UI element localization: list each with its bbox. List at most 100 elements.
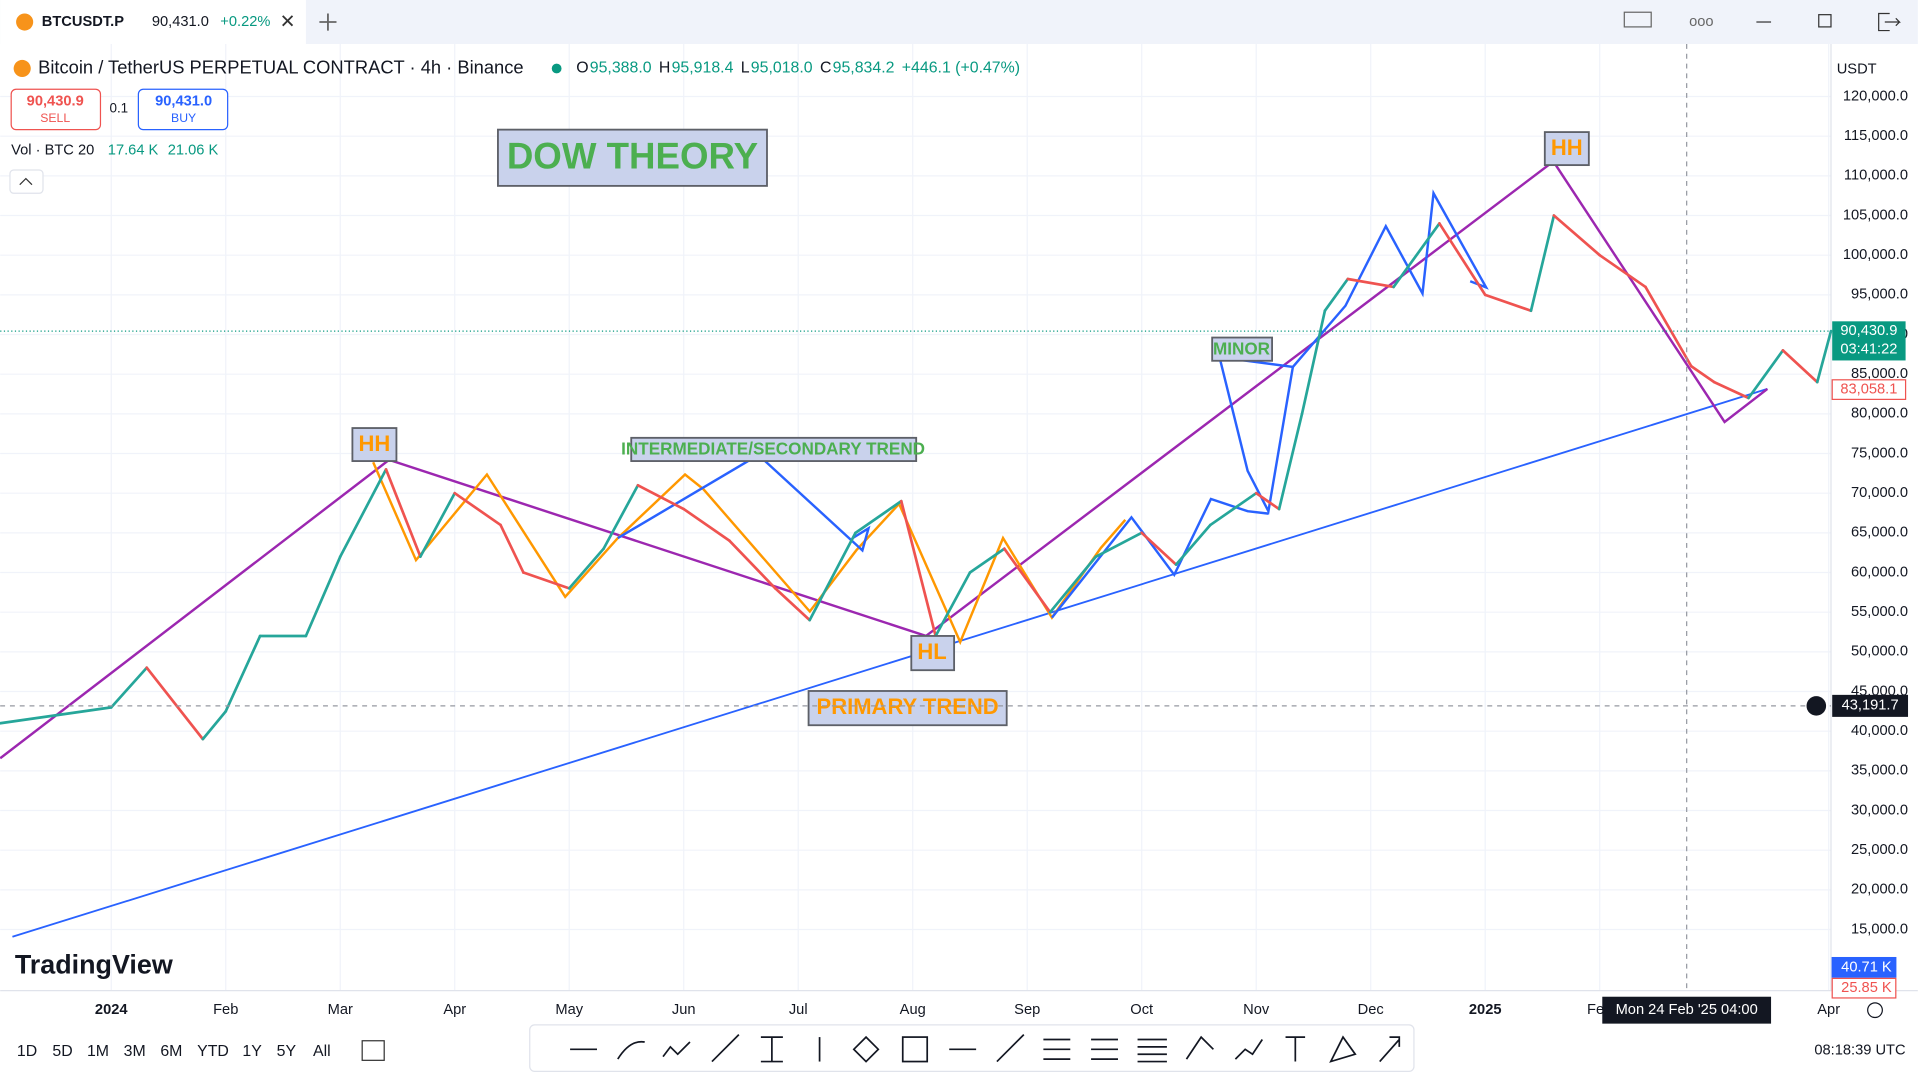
- last-price-label: 90,430.9: [1840, 323, 1897, 339]
- y-tick-label: 85,000.0: [1851, 366, 1908, 382]
- crosshair-time-label: Mon 24 Feb '25 04:00: [1616, 1002, 1758, 1018]
- x-tick-label: Jul: [789, 1002, 808, 1018]
- y-tick-label: 120,000.0: [1843, 88, 1908, 104]
- crosshair-price-badge: [1832, 694, 1909, 717]
- price-segment: [453, 491, 502, 527]
- ohlc: O 95,388.0 H 95,918.4 L 95,018.0 C 95,834.2: [576, 60, 894, 77]
- tool[interactable]: [760, 1036, 783, 1063]
- timeframe-button[interactable]: 3M: [124, 1043, 146, 1060]
- ohlc-value: 95,834.2: [833, 60, 895, 77]
- price-segment: [384, 468, 422, 559]
- timeframe-button[interactable]: 1D: [17, 1043, 37, 1060]
- y-tick-label: 65,000.0: [1851, 525, 1908, 541]
- settings-button[interactable]: [1867, 1002, 1883, 1019]
- price-segment: [499, 523, 525, 574]
- price-segment: [567, 547, 605, 590]
- timeframe-button[interactable]: 6M: [160, 1043, 182, 1060]
- more-button[interactable]: ooo: [1689, 14, 1713, 30]
- x-tick-label: Sep: [1014, 1002, 1040, 1018]
- x-tick-label: Jun: [672, 1002, 696, 1018]
- y-tick-label: 95,000.0: [1851, 287, 1908, 303]
- x-tick-label: Apr: [443, 1002, 466, 1018]
- intermediate-box: [630, 436, 918, 462]
- tool[interactable]: [1285, 1036, 1306, 1062]
- maximize-button[interactable]: [1818, 14, 1832, 28]
- tool[interactable]: [1234, 1039, 1264, 1060]
- price-segment: [522, 571, 571, 590]
- volume-legend: Vol · BTC 20: [11, 142, 94, 158]
- primary-trendline: [12, 388, 1768, 938]
- y-tick-label: 25,000.0: [1851, 842, 1908, 858]
- collapse-button[interactable]: [9, 169, 44, 194]
- layout-button[interactable]: [1623, 11, 1652, 28]
- timeframe-button[interactable]: 5D: [52, 1043, 72, 1060]
- upper-swings: [1291, 189, 1489, 368]
- price-segment: [145, 666, 205, 741]
- new-tab[interactable]: [319, 13, 337, 31]
- y-tick-label: 15,000.0: [1851, 921, 1908, 937]
- price-segment: [728, 539, 777, 590]
- price-segment: [1529, 214, 1556, 313]
- price-segment: [1438, 222, 1487, 297]
- logo: TradingView: [15, 949, 173, 979]
- minor-box: [1211, 336, 1274, 362]
- ohlc-value: 95,388.0: [590, 60, 652, 77]
- tool[interactable]: [1379, 1036, 1401, 1063]
- tool[interactable]: [1091, 1038, 1118, 1060]
- price-segment: [636, 483, 686, 511]
- add-alert-button[interactable]: [1806, 696, 1827, 716]
- price-segment: [1002, 547, 1052, 614]
- tool[interactable]: [996, 1034, 1025, 1063]
- price-segment: [338, 468, 388, 559]
- x-tick-label: 2024: [95, 1002, 128, 1018]
- clock: 08:18:39 UTC: [1814, 1042, 1906, 1058]
- intermediate-label: INTERMEDIATE/SECONDARY TREND: [621, 440, 925, 459]
- price-segment: [808, 531, 857, 622]
- market-status: [551, 63, 562, 74]
- tool[interactable]: [1137, 1038, 1167, 1063]
- minor-label: MINOR: [1213, 339, 1270, 358]
- x-tick-label: Apr: [1817, 1002, 1840, 1018]
- buy-button[interactable]: [137, 88, 229, 131]
- date-range-button[interactable]: [361, 1040, 385, 1061]
- exit-button[interactable]: [1878, 12, 1901, 32]
- tool[interactable]: [852, 1035, 880, 1063]
- tool[interactable]: [1043, 1038, 1071, 1060]
- y-tick-label: 110,000.0: [1844, 168, 1908, 184]
- price-segment: [773, 587, 812, 622]
- ohlc-value: 95,918.4: [672, 60, 734, 77]
- price-segment: [1747, 349, 1785, 400]
- primary-box: [807, 690, 1008, 727]
- price-segment: [682, 507, 731, 543]
- tool[interactable]: [711, 1034, 740, 1063]
- y-tick-label: 35,000.0: [1851, 763, 1908, 779]
- buy-label: BUY: [171, 111, 196, 125]
- tool[interactable]: [617, 1040, 645, 1060]
- tool[interactable]: [662, 1041, 691, 1058]
- volume-axis-label: 40.71 K: [1841, 959, 1892, 975]
- timeframe-button[interactable]: YTD: [197, 1043, 229, 1060]
- timeframe-button[interactable]: All: [313, 1043, 331, 1060]
- price-segment: [1254, 491, 1281, 511]
- orange-swings: [372, 461, 1127, 646]
- timeframe-button[interactable]: 1M: [87, 1043, 109, 1060]
- y-tick-label: 80,000.0: [1851, 406, 1908, 422]
- currency[interactable]: USDT: [1837, 62, 1877, 78]
- sell-button[interactable]: [10, 88, 102, 131]
- y-tick-label: 75,000.0: [1851, 445, 1908, 461]
- dow-title: DOW THEORY: [507, 136, 758, 177]
- tool[interactable]: [901, 1036, 929, 1063]
- tool[interactable]: [1185, 1035, 1214, 1060]
- timeframe-button[interactable]: 5Y: [277, 1043, 297, 1060]
- minor-triangle: [1218, 355, 1295, 516]
- purple-trend: [0, 159, 1769, 760]
- price-segment: [1712, 380, 1750, 400]
- tab[interactable]: [0, 0, 306, 45]
- timeframe-button[interactable]: 1Y: [242, 1043, 262, 1060]
- x-tick-label: Oct: [1130, 1002, 1153, 1018]
- tab-close[interactable]: [282, 15, 294, 27]
- tool[interactable]: [1329, 1035, 1357, 1063]
- price-segment: [201, 710, 228, 741]
